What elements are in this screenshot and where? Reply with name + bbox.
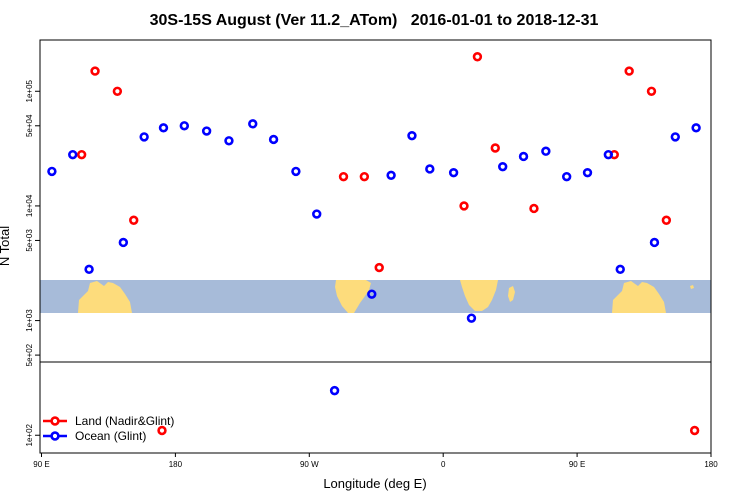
ocean-point	[518, 151, 529, 162]
y-tick-label: 1e+03	[25, 309, 34, 332]
land-point	[490, 143, 500, 153]
ocean-point	[603, 149, 614, 160]
land-point	[624, 66, 634, 76]
ocean-point	[118, 237, 129, 248]
legend-land-label: Land (Nadir&Glint)	[75, 414, 174, 428]
ocean-point	[649, 237, 660, 248]
x-tick-label: 90 W	[300, 460, 319, 469]
ocean-point	[68, 149, 78, 160]
ocean-point	[84, 264, 94, 275]
y-tick-label: 5e+03	[25, 229, 34, 252]
land-point	[157, 425, 167, 436]
ocean-point	[312, 209, 322, 219]
land-point	[472, 52, 483, 62]
y-tick-label: 1e+05	[25, 79, 34, 102]
land-point	[459, 201, 469, 211]
world-map-strip	[40, 280, 711, 313]
australia-land-right	[612, 281, 666, 313]
ocean-point	[615, 264, 625, 275]
x-axis-label: Longitude (deg E)	[323, 476, 426, 491]
land-point	[338, 171, 349, 182]
ocean-point	[691, 123, 701, 133]
x-tick-label: 90 E	[569, 460, 585, 469]
ocean-point	[291, 166, 301, 177]
ocean-point	[466, 313, 477, 323]
y-axis: 1e+02 5e+02 1e+03 5e+03 1e+04 5e+04 1e+05	[25, 79, 40, 446]
land-point	[661, 215, 672, 225]
land-point	[90, 66, 100, 76]
x-tick-label: 0	[441, 460, 446, 469]
y-tick-label: 5e+02	[25, 343, 34, 366]
ocean-point	[248, 119, 258, 129]
legend-ocean-marker	[50, 431, 60, 441]
y-tick-label: 1e+04	[25, 194, 34, 217]
ocean-point	[139, 132, 149, 142]
chart-title: 30S-15S August (Ver 11.2_ATom) 2016-01-0…	[150, 12, 599, 29]
ocean-point	[541, 146, 551, 156]
map-land	[78, 280, 694, 313]
land-point	[129, 215, 139, 225]
south-america-land	[335, 280, 371, 313]
land-point	[374, 262, 384, 273]
land-point	[689, 425, 700, 436]
x-tick-label: 90 E	[33, 460, 49, 469]
new-caledonia-land	[690, 285, 694, 289]
ocean-point	[498, 161, 508, 172]
legend-ocean-label: Ocean (Glint)	[75, 429, 146, 443]
data-points	[47, 52, 701, 436]
y-tick-label: 5e+04	[25, 114, 34, 137]
y-axis-label: N Total	[0, 226, 12, 266]
land-point	[529, 203, 539, 214]
legend-land-marker	[50, 416, 60, 426]
madagascar-land	[508, 286, 515, 302]
ocean-point	[425, 164, 435, 174]
ocean-point	[582, 167, 593, 178]
x-tick-label: 180	[169, 460, 183, 469]
ocean-point	[158, 123, 169, 133]
x-tick-label: 180	[704, 460, 718, 469]
ocean-point	[386, 170, 396, 180]
x-axis: 90 E 180 90 W 0 90 E 180	[33, 453, 718, 469]
ocean-point	[561, 171, 572, 182]
y-tick-label: 1e+02	[25, 423, 34, 446]
ocean-point	[224, 136, 234, 146]
africa-land	[460, 280, 498, 311]
ocean-point	[670, 132, 680, 142]
ocean-point	[329, 385, 340, 396]
ocean-point	[47, 166, 57, 177]
ocean-point	[268, 134, 279, 145]
land-point	[359, 171, 370, 182]
ocean-point	[407, 130, 417, 141]
plot-frame	[39, 39, 712, 454]
legend: Land (Nadir&Glint)Ocean (Glint)	[43, 414, 174, 443]
ocean-point	[179, 121, 190, 131]
australia-land-left	[78, 281, 132, 313]
land-point	[112, 86, 123, 96]
ocean-point	[201, 126, 212, 136]
land-point	[76, 149, 87, 160]
ocean-point	[367, 289, 377, 299]
land-point	[646, 86, 657, 96]
ocean-point	[448, 167, 459, 178]
